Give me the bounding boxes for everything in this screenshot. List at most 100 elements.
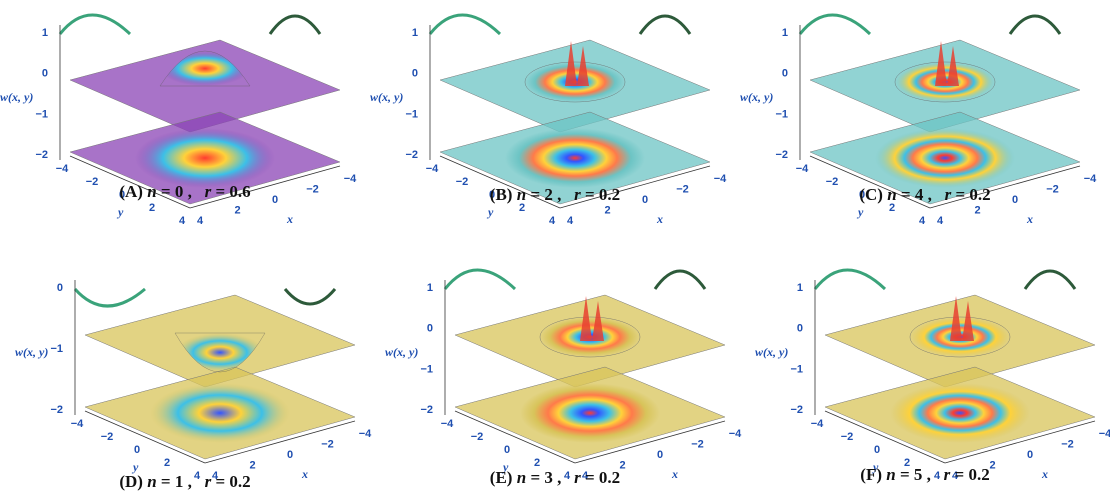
projection-curve-right xyxy=(1008,14,1062,35)
projection-curve-left xyxy=(798,13,872,36)
panel-a: 1 0 −1 −2 w(x, y) −4 −4 −2 −2 0 0 2 2 4 4 y x (A) n = 0 … xyxy=(0,0,370,250)
caption-a: (A) n = 0 , r = 0.6 xyxy=(119,182,251,201)
density-pattern xyxy=(505,128,645,188)
z-tick: −1 xyxy=(790,363,803,375)
caption-r-value: = 0.2 xyxy=(951,185,991,204)
z-tick: −2 xyxy=(790,404,803,416)
x-tick: 2 xyxy=(989,460,995,472)
x-tick: −4 xyxy=(714,173,727,185)
y-tick: 4 xyxy=(179,215,186,227)
x-tick: 0 xyxy=(272,194,278,206)
y-tick: 0 xyxy=(874,444,880,456)
z-tick: 1 xyxy=(412,27,418,39)
caption-c: (C) n = 4 , r = 0.2 xyxy=(859,185,991,204)
plot-f: 10−1−2w(x, y)−4−4−2−20 02 24 4y x xyxy=(755,268,1110,482)
x-tick: 2 xyxy=(619,460,625,472)
y-tick: −2 xyxy=(101,431,114,443)
density-pattern xyxy=(890,383,1030,443)
y-tick: 0 xyxy=(489,189,495,201)
x-axis xyxy=(189,165,341,209)
z-axis-label: w(x, y) xyxy=(755,345,788,359)
x-axis xyxy=(929,165,1081,209)
surface-peak xyxy=(159,50,251,87)
projection-curve-right xyxy=(653,269,707,290)
density-pattern xyxy=(875,128,1015,188)
x-tick: −2 xyxy=(321,439,334,451)
caption-letter: (B) xyxy=(489,185,517,204)
x-tick: 2 xyxy=(604,205,610,217)
z-tick: −2 xyxy=(420,404,433,416)
x-tick: −4 xyxy=(729,428,742,440)
y-tick: −4 xyxy=(56,163,69,175)
x-tick: 4 xyxy=(582,470,589,482)
y-tick: 2 xyxy=(534,457,540,469)
caption-r-value: = 0.2 xyxy=(580,185,621,204)
caption-e: (E) n = 3 , r = 0.2 xyxy=(489,468,621,487)
x-tick: 2 xyxy=(974,205,980,217)
x-axis xyxy=(204,420,356,464)
x-tick: −2 xyxy=(676,184,689,196)
surface-spikes xyxy=(950,296,974,341)
x-axis-label: x xyxy=(286,212,293,226)
x-axis xyxy=(944,420,1096,464)
caption-r-value: = 0.2 xyxy=(580,468,621,487)
y-axis xyxy=(824,410,946,464)
caption-n-value: = 5 , xyxy=(895,465,944,484)
z-tick: 0 xyxy=(57,282,63,294)
density-pattern xyxy=(520,383,660,443)
y-tick: −4 xyxy=(71,418,84,430)
caption-n-value: = 4 , xyxy=(896,185,945,204)
y-tick: 4 xyxy=(564,470,571,482)
surface-spikes xyxy=(565,41,589,86)
y-tick: −2 xyxy=(471,431,484,443)
x-axis-label: x xyxy=(671,467,678,481)
x-tick: −4 xyxy=(344,173,357,185)
z-tick: −2 xyxy=(50,404,63,416)
caption-letter: (D) xyxy=(119,472,148,491)
z-tick: −1 xyxy=(420,363,433,375)
plot-c: 10−1−2w(x, y)−4−4−2−20 02 24 4y x xyxy=(740,13,1097,227)
y-axis-label: y xyxy=(116,205,124,219)
caption-letter: (C) xyxy=(859,185,888,204)
y-tick: 2 xyxy=(889,202,895,214)
z-tick: 0 xyxy=(782,68,788,80)
y-tick: −4 xyxy=(441,418,454,430)
z-tick: 0 xyxy=(42,68,48,80)
caption-n-value: = 1 , xyxy=(156,472,205,491)
caption-b: (B) n = 2 , r = 0.2 xyxy=(489,185,621,204)
projection-curve-right xyxy=(268,14,322,35)
y-axis xyxy=(809,155,931,209)
x-tick: −2 xyxy=(1046,184,1059,196)
x-tick: 4 xyxy=(952,470,959,482)
y-axis-label: y xyxy=(131,460,139,474)
x-tick: 0 xyxy=(657,449,663,461)
projection-curve-left xyxy=(443,268,517,291)
panel-f: 1 0 −1 −2 w(x, y) −4 −4 −2 −2 0 0 2 2 4 4 y x (F) n = 5 … xyxy=(740,250,1110,500)
y-axis xyxy=(84,410,206,464)
z-tick: 1 xyxy=(42,27,48,39)
x-tick: 2 xyxy=(234,205,240,217)
z-tick: 1 xyxy=(797,282,803,294)
z-tick: −2 xyxy=(405,149,418,161)
density-pattern xyxy=(150,383,290,443)
y-axis-label: y xyxy=(486,205,494,219)
y-tick: 0 xyxy=(504,444,510,456)
z-axis-label: w(x, y) xyxy=(385,345,418,359)
plot-d: 0−1−2w(x, y)−4−4−2−20 02 24 4y x xyxy=(15,280,372,482)
z-tick: −2 xyxy=(775,149,788,161)
caption-n-value: = 3 , xyxy=(526,468,575,487)
x-tick: 4 xyxy=(197,215,204,227)
y-axis-label: y xyxy=(501,460,509,474)
z-axis-label: w(x, y) xyxy=(370,90,403,104)
y-tick: −2 xyxy=(841,431,854,443)
plot-e: 10−1−2w(x, y)−4−4−2−20 02 24 4y x xyxy=(385,268,742,482)
panel-c: 1 0 −1 −2 w(x, y) −4 −4 −2 −2 0 0 2 2 4 4 y x (C) n = 4 … xyxy=(740,0,1110,250)
z-tick: 0 xyxy=(412,68,418,80)
caption-n-value: = 2 , xyxy=(526,185,575,204)
projection-curve-left xyxy=(73,287,146,308)
x-tick: −2 xyxy=(1061,439,1074,451)
x-tick: 0 xyxy=(1012,194,1018,206)
x-tick: −2 xyxy=(306,184,319,196)
caption-n-value: = 0 , xyxy=(156,182,205,201)
projection-curve-left xyxy=(58,13,132,36)
